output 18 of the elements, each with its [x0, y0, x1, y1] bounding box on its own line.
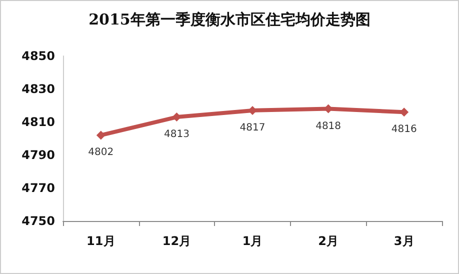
y-tick-label: 4750 [22, 214, 55, 228]
data-label: 4802 [88, 147, 114, 158]
x-tick-label: 12月 [162, 234, 192, 248]
y-tick-label: 4830 [22, 82, 55, 96]
y-tick-label: 4850 [22, 49, 55, 63]
point [96, 130, 106, 140]
y-tick-label: 4790 [22, 148, 55, 162]
x-tick-label: 11月 [86, 234, 116, 248]
chart-title: 2015年第一季度衡水市区住宅均价走势图 [88, 10, 370, 28]
y-tick-label: 4770 [22, 181, 55, 195]
data-label: 4817 [240, 122, 266, 134]
data-label: 4813 [164, 129, 190, 140]
x-tick-label: 3月 [394, 234, 414, 248]
data-label: 4818 [316, 120, 342, 132]
data-label: 4816 [391, 124, 417, 136]
y-tick-label: 4810 [22, 115, 55, 129]
x-tick-label: 1月 [242, 234, 263, 248]
x-tick-label: 2月 [318, 234, 338, 248]
